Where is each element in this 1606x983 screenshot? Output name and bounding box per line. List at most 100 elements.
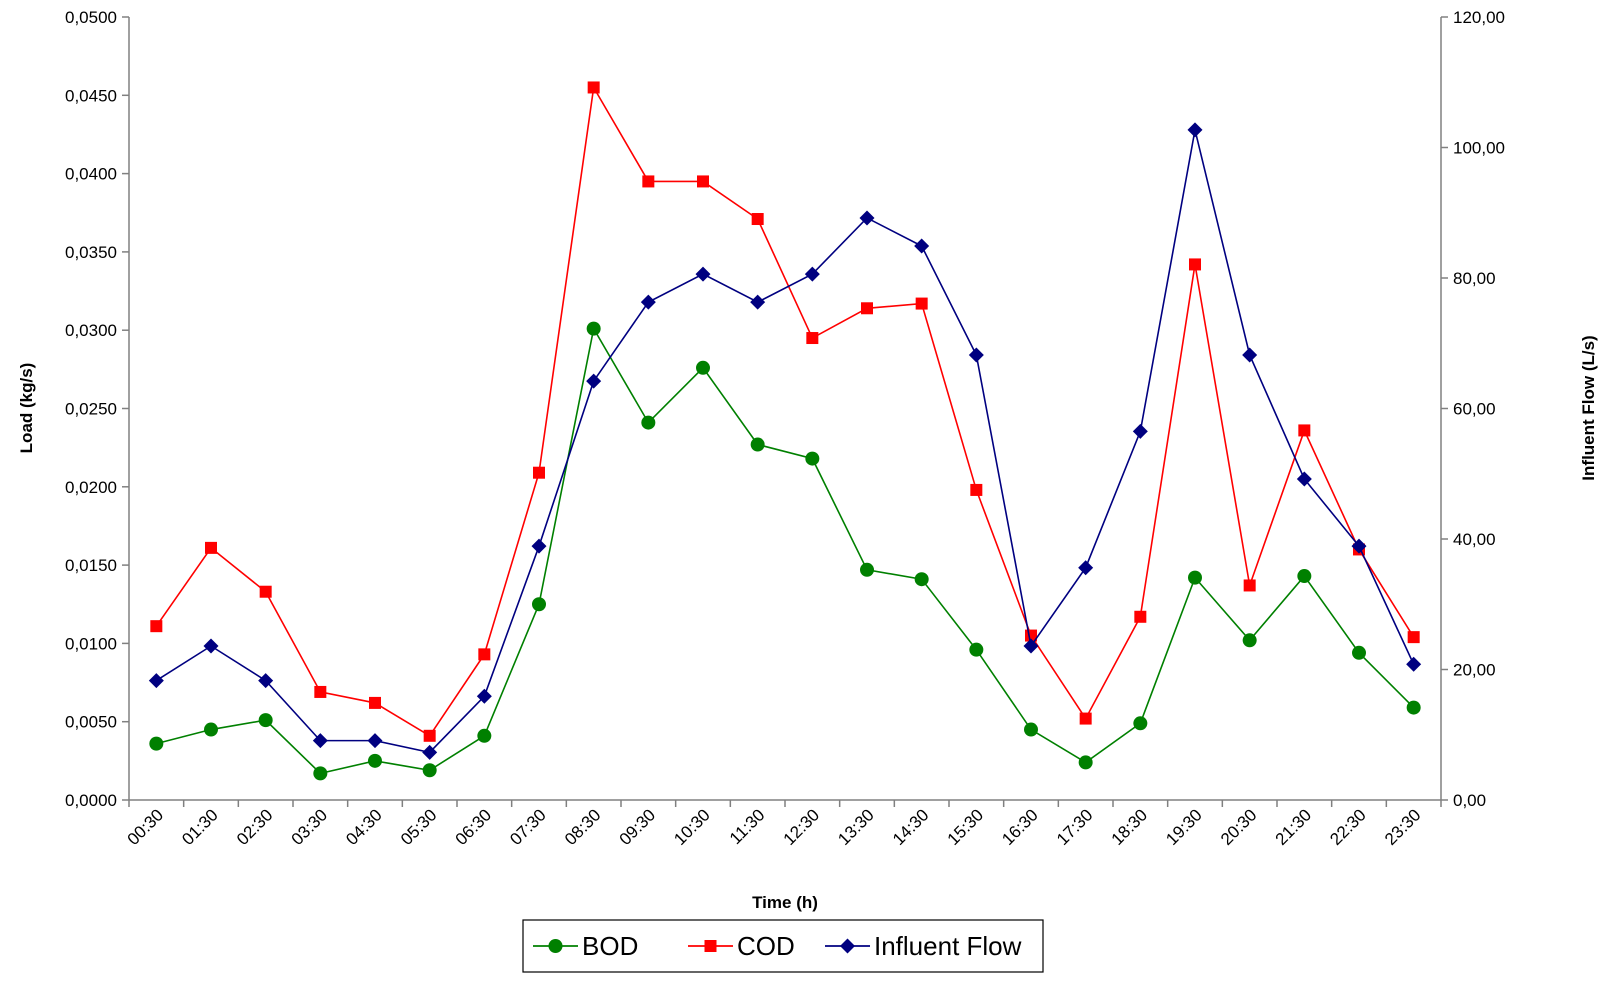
data-point-cod	[478, 648, 491, 661]
data-point-influent-flow	[203, 638, 219, 654]
y-tick-label: 0,0000	[65, 791, 117, 810]
data-point-bod	[422, 763, 437, 778]
legend-label: COD	[737, 931, 795, 961]
data-point-cod	[697, 175, 709, 188]
series-cod	[150, 81, 1420, 742]
data-point-bod	[696, 360, 710, 375]
x-tick-label: 04:30	[342, 805, 386, 849]
data-point-cod	[1189, 258, 1201, 271]
data-point-influent-flow	[804, 266, 820, 282]
data-point-influent-flow	[476, 688, 492, 704]
data-point-bod	[750, 437, 765, 452]
y2-tick-label: 120,00	[1453, 8, 1505, 27]
x-tick-label: 01:30	[178, 805, 222, 849]
data-point-influent-flow	[968, 347, 984, 363]
y2-tick-label: 40,00	[1453, 530, 1496, 549]
x-tick-label: 02:30	[233, 805, 277, 849]
data-point-cod	[314, 685, 327, 698]
y2-tick-label: 20,00	[1453, 661, 1496, 680]
data-point-cod	[1134, 610, 1147, 623]
data-point-bod	[1406, 700, 1421, 715]
legend-swatch-marker	[840, 938, 855, 954]
data-point-influent-flow	[695, 266, 711, 282]
data-point-cod	[1407, 631, 1420, 644]
x-tick-label: 06:30	[452, 805, 496, 849]
legend-swatch-marker	[548, 939, 563, 953]
data-point-bod	[1188, 570, 1202, 585]
x-tick-label: 20:30	[1217, 805, 1261, 849]
data-point-cod	[642, 175, 655, 188]
data-point-cod	[423, 729, 436, 742]
legend-label: Influent Flow	[874, 931, 1022, 961]
data-point-influent-flow	[367, 733, 383, 749]
y2-tick-label: 100,00	[1453, 139, 1505, 158]
data-point-cod	[587, 81, 600, 94]
data-point-influent-flow	[531, 538, 547, 554]
series-line-cod	[155, 85, 1415, 737]
y-tick-label: 0,0450	[65, 86, 117, 105]
y-tick-label: 0,0500	[65, 8, 117, 27]
y-tick-label: 0,0100	[65, 634, 117, 653]
data-point-influent-flow	[1351, 538, 1367, 554]
x-tick-label: 09:30	[616, 805, 660, 849]
x-tick-label: 12:30	[780, 805, 824, 849]
x-tick-label: 23:30	[1381, 805, 1425, 849]
x-tick-label: 11:30	[726, 805, 769, 848]
data-point-cod	[1298, 424, 1311, 437]
y2-tick-label: 60,00	[1453, 400, 1496, 419]
data-point-bod	[1242, 633, 1257, 648]
data-point-cod	[205, 541, 217, 554]
data-point-bod	[258, 713, 273, 728]
y-tick-label: 0,0050	[65, 713, 117, 732]
series-line-bod	[156, 326, 1415, 775]
y-tick-label: 0,0150	[65, 556, 117, 575]
x-tick-label: 03:30	[288, 805, 332, 849]
data-point-influent-flow	[1132, 423, 1148, 439]
series-bod	[149, 321, 1421, 781]
x-tick-label: 14:30	[889, 805, 933, 849]
data-point-bod	[149, 736, 164, 751]
x-tick-label: 21:30	[1272, 805, 1316, 849]
x-tick-label: 07:30	[506, 805, 550, 849]
x-tick-label: 17:30	[1053, 805, 1097, 849]
y2-axis-title: Influent Flow (L/s)	[1579, 335, 1598, 480]
data-point-cod	[533, 466, 545, 479]
x-tick-label: 22:30	[1326, 805, 1370, 849]
data-point-bod	[914, 572, 929, 587]
series-line-influent-flow	[155, 129, 1415, 754]
data-point-cod	[806, 332, 819, 345]
y-tick-label: 0,0400	[65, 165, 117, 184]
legend-swatch-marker	[704, 940, 717, 952]
legend-item-bod: BOD	[533, 931, 638, 961]
x-tick-label: 10:30	[670, 805, 714, 849]
data-point-influent-flow	[586, 373, 602, 389]
data-point-influent-flow	[148, 673, 164, 689]
x-tick-label: 15:30	[944, 805, 988, 849]
data-point-influent-flow	[1023, 638, 1039, 654]
data-point-influent-flow	[1078, 560, 1094, 576]
data-point-bod	[1024, 722, 1038, 737]
data-point-bod	[1352, 645, 1366, 660]
data-point-cod	[861, 302, 873, 315]
data-point-bod	[368, 753, 382, 768]
data-point-bod	[641, 415, 656, 430]
data-point-bod	[532, 597, 546, 612]
data-point-bod	[1078, 755, 1093, 770]
data-point-influent-flow	[1187, 122, 1203, 138]
data-point-influent-flow	[1242, 347, 1258, 363]
x-tick-label: 19:30	[1162, 805, 1206, 849]
data-point-cod	[970, 483, 983, 496]
legend-item-cod: COD	[688, 931, 795, 961]
x-tick-label: 16:30	[998, 805, 1042, 849]
data-point-bod	[477, 728, 492, 743]
y-tick-label: 0,0300	[65, 321, 117, 340]
data-point-influent-flow	[422, 744, 438, 760]
data-point-bod	[805, 451, 820, 466]
data-point-influent-flow	[1296, 471, 1312, 487]
y2-tick-label: 0,00	[1453, 791, 1486, 810]
x-tick-label: 08:30	[561, 805, 605, 849]
y-axis-title: Load (kg/s)	[17, 363, 36, 454]
data-point-bod	[860, 562, 874, 577]
legend-box	[522, 919, 1044, 973]
